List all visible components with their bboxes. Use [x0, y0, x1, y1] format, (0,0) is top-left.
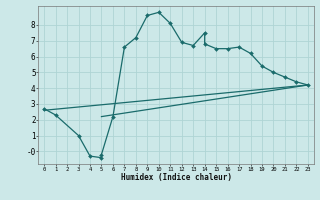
- X-axis label: Humidex (Indice chaleur): Humidex (Indice chaleur): [121, 173, 231, 182]
